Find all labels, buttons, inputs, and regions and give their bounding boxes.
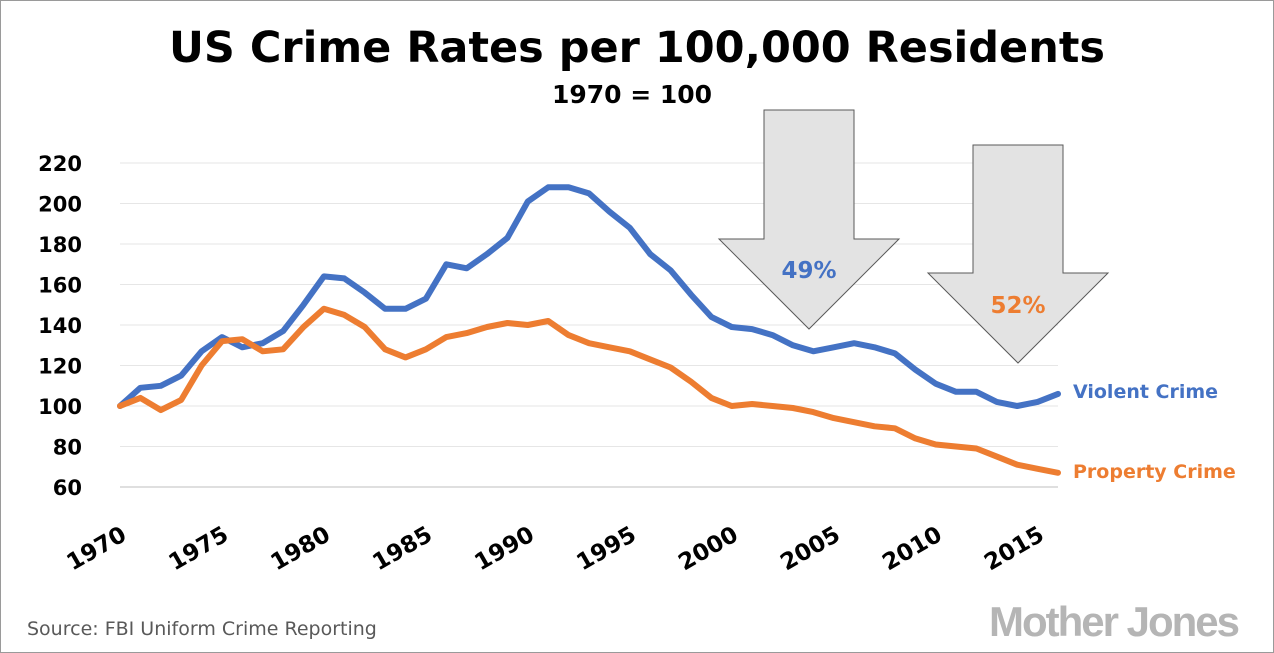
y-tick-label: 160 [38, 274, 82, 298]
x-tick-label: 2005 [776, 522, 844, 577]
chart-subtitle: 1970 = 100 [552, 80, 712, 109]
x-tick-label: 2015 [980, 522, 1048, 577]
decline-arrow-property: 52% [926, 144, 1110, 364]
y-tick-label: 220 [38, 152, 82, 176]
x-tick-label: 1980 [266, 522, 334, 577]
x-tick-label: 1970 [63, 522, 131, 577]
property-crime-line [117, 305, 1061, 476]
x-tick-label: 1990 [470, 522, 538, 577]
down-arrow-shape [717, 109, 901, 330]
y-axis-ticks: 60 80 100 120 140 160 180 200 220 [38, 152, 82, 500]
violent-decline-label: 49% [781, 258, 836, 284]
y-tick-label: 140 [38, 314, 82, 338]
source-note: Source: FBI Uniform Crime Reporting [27, 618, 377, 640]
gridlines [120, 162, 1058, 488]
brand-logo: Mother Jones [989, 598, 1239, 645]
y-tick-label: 180 [38, 233, 82, 257]
decline-arrow-violent: 49% [717, 109, 901, 330]
y-tick-label: 80 [53, 436, 82, 460]
x-tick-label: 2000 [674, 522, 742, 577]
y-tick-label: 60 [53, 476, 82, 500]
x-tick-label: 2010 [878, 522, 946, 577]
x-tick-label: 1975 [165, 522, 233, 577]
x-tick-label: 1985 [368, 522, 436, 577]
y-tick-label: 100 [38, 395, 82, 419]
series-lines [117, 184, 1061, 476]
x-tick-label: 1995 [572, 522, 640, 577]
chart-title: US Crime Rates per 100,000 Residents [169, 23, 1105, 73]
x-axis-ticks: 1970 1975 1980 1985 1990 1995 2000 2005 2010 2015 [63, 522, 1049, 577]
y-tick-label: 200 [38, 193, 82, 217]
y-tick-label: 120 [38, 355, 82, 379]
violent-crime-line [117, 184, 1061, 409]
property-decline-label: 52% [990, 293, 1045, 319]
down-arrow-shape [926, 144, 1110, 364]
property-crime-label: Property Crime [1073, 461, 1236, 483]
violent-crime-label: Violent Crime [1073, 381, 1218, 403]
